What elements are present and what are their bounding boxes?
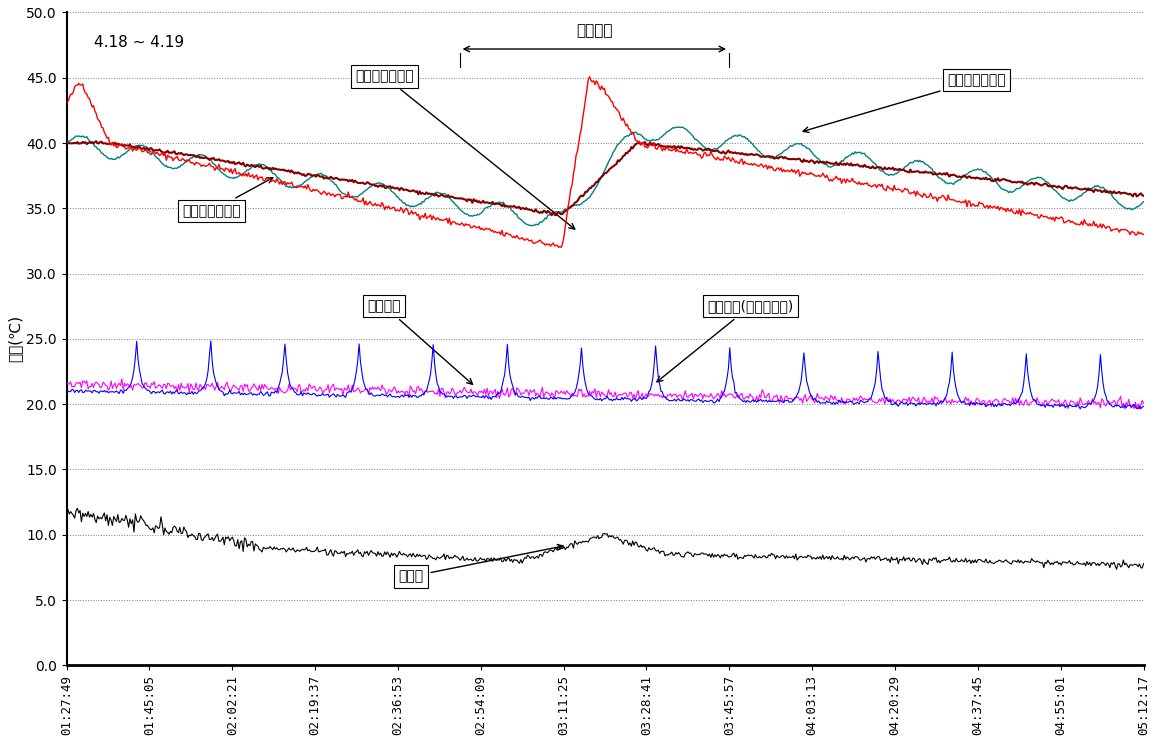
Text: 응축기출구온도: 응축기출구온도 <box>355 69 575 229</box>
Text: 응축기입구온도: 응축기입구온도 <box>183 178 273 218</box>
Text: 4.18 ~ 4.19: 4.18 ~ 4.19 <box>94 36 184 50</box>
Text: 축열조내부온도: 축열조내부온도 <box>803 73 1005 133</box>
Text: 실내온도(온풍난방기): 실내온도(온풍난방기) <box>657 299 794 382</box>
Text: 가동구간: 가동구간 <box>576 24 612 39</box>
Text: 외기온: 외기온 <box>399 545 563 583</box>
Text: 실내온도: 실내온도 <box>368 299 472 384</box>
Y-axis label: 온도(℃): 온도(℃) <box>7 315 22 362</box>
